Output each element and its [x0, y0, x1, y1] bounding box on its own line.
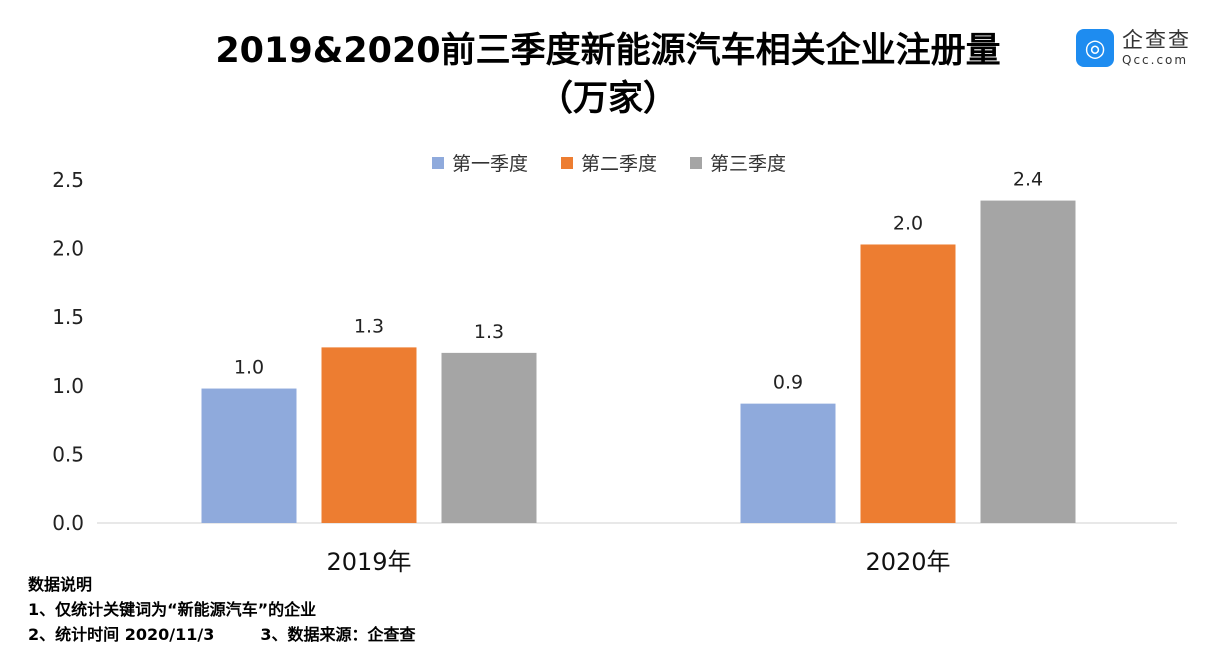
- logo-name-cn: 企查查: [1122, 28, 1191, 52]
- bar: [321, 347, 417, 523]
- y-axis: 0.0 0.5 1.0 1.5 2.0 2.5: [52, 168, 84, 535]
- notes-line-1: 1、仅统计关键词为“新能源汽车”的企业: [28, 600, 317, 619]
- y-tick-label: 2.0: [52, 237, 84, 261]
- chart-title: 2019&2020前三季度新能源汽车相关企业注册量: [215, 30, 1000, 71]
- legend-swatch: [432, 157, 444, 169]
- x-tick-label: 2020年: [865, 548, 950, 576]
- x-axis: 2019年 2020年: [326, 548, 950, 576]
- legend-swatch: [690, 157, 702, 169]
- bar: [740, 403, 836, 523]
- qcc-logo-icon: ◎: [1076, 29, 1114, 67]
- bars: 1.0 1.3 1.3 0.9 2.0 2.4: [201, 169, 1076, 523]
- notes-heading: 数据说明: [28, 575, 93, 594]
- data-label: 2.0: [893, 212, 923, 234]
- data-label: 0.9: [773, 372, 803, 394]
- data-notes: 数据说明 1、仅统计关键词为“新能源汽车”的企业 2、统计时间 2020/11/…: [28, 572, 415, 647]
- legend-swatch: [561, 157, 573, 169]
- bar: [980, 200, 1076, 523]
- legend-label: 第二季度: [581, 153, 657, 175]
- legend: 第一季度 第二季度 第三季度: [432, 153, 786, 175]
- bar: [860, 244, 956, 523]
- y-tick-label: 1.0: [52, 374, 84, 398]
- legend-label: 第三季度: [710, 153, 786, 175]
- data-label: 2.4: [1013, 169, 1043, 191]
- y-tick-label: 0.0: [52, 511, 84, 535]
- y-tick-label: 2.5: [52, 168, 84, 192]
- qcc-logo: ◎ 企查查 Qcc.com: [1076, 29, 1191, 67]
- notes-line-2: 2、统计时间 2020/11/3: [28, 625, 215, 644]
- legend-label: 第一季度: [452, 153, 528, 175]
- bar: [441, 352, 537, 523]
- notes-line-3: 3、数据来源：企查查: [260, 625, 416, 644]
- data-label: 1.3: [354, 315, 384, 337]
- logo-name-en: Qcc.com: [1122, 53, 1189, 67]
- x-tick-label: 2019年: [326, 548, 411, 576]
- data-label: 1.3: [474, 321, 504, 343]
- y-tick-label: 0.5: [52, 442, 84, 466]
- chart-subtitle: （万家）: [538, 79, 678, 119]
- data-label: 1.0: [234, 357, 264, 379]
- y-tick-label: 1.5: [52, 305, 84, 329]
- bar: [201, 388, 297, 523]
